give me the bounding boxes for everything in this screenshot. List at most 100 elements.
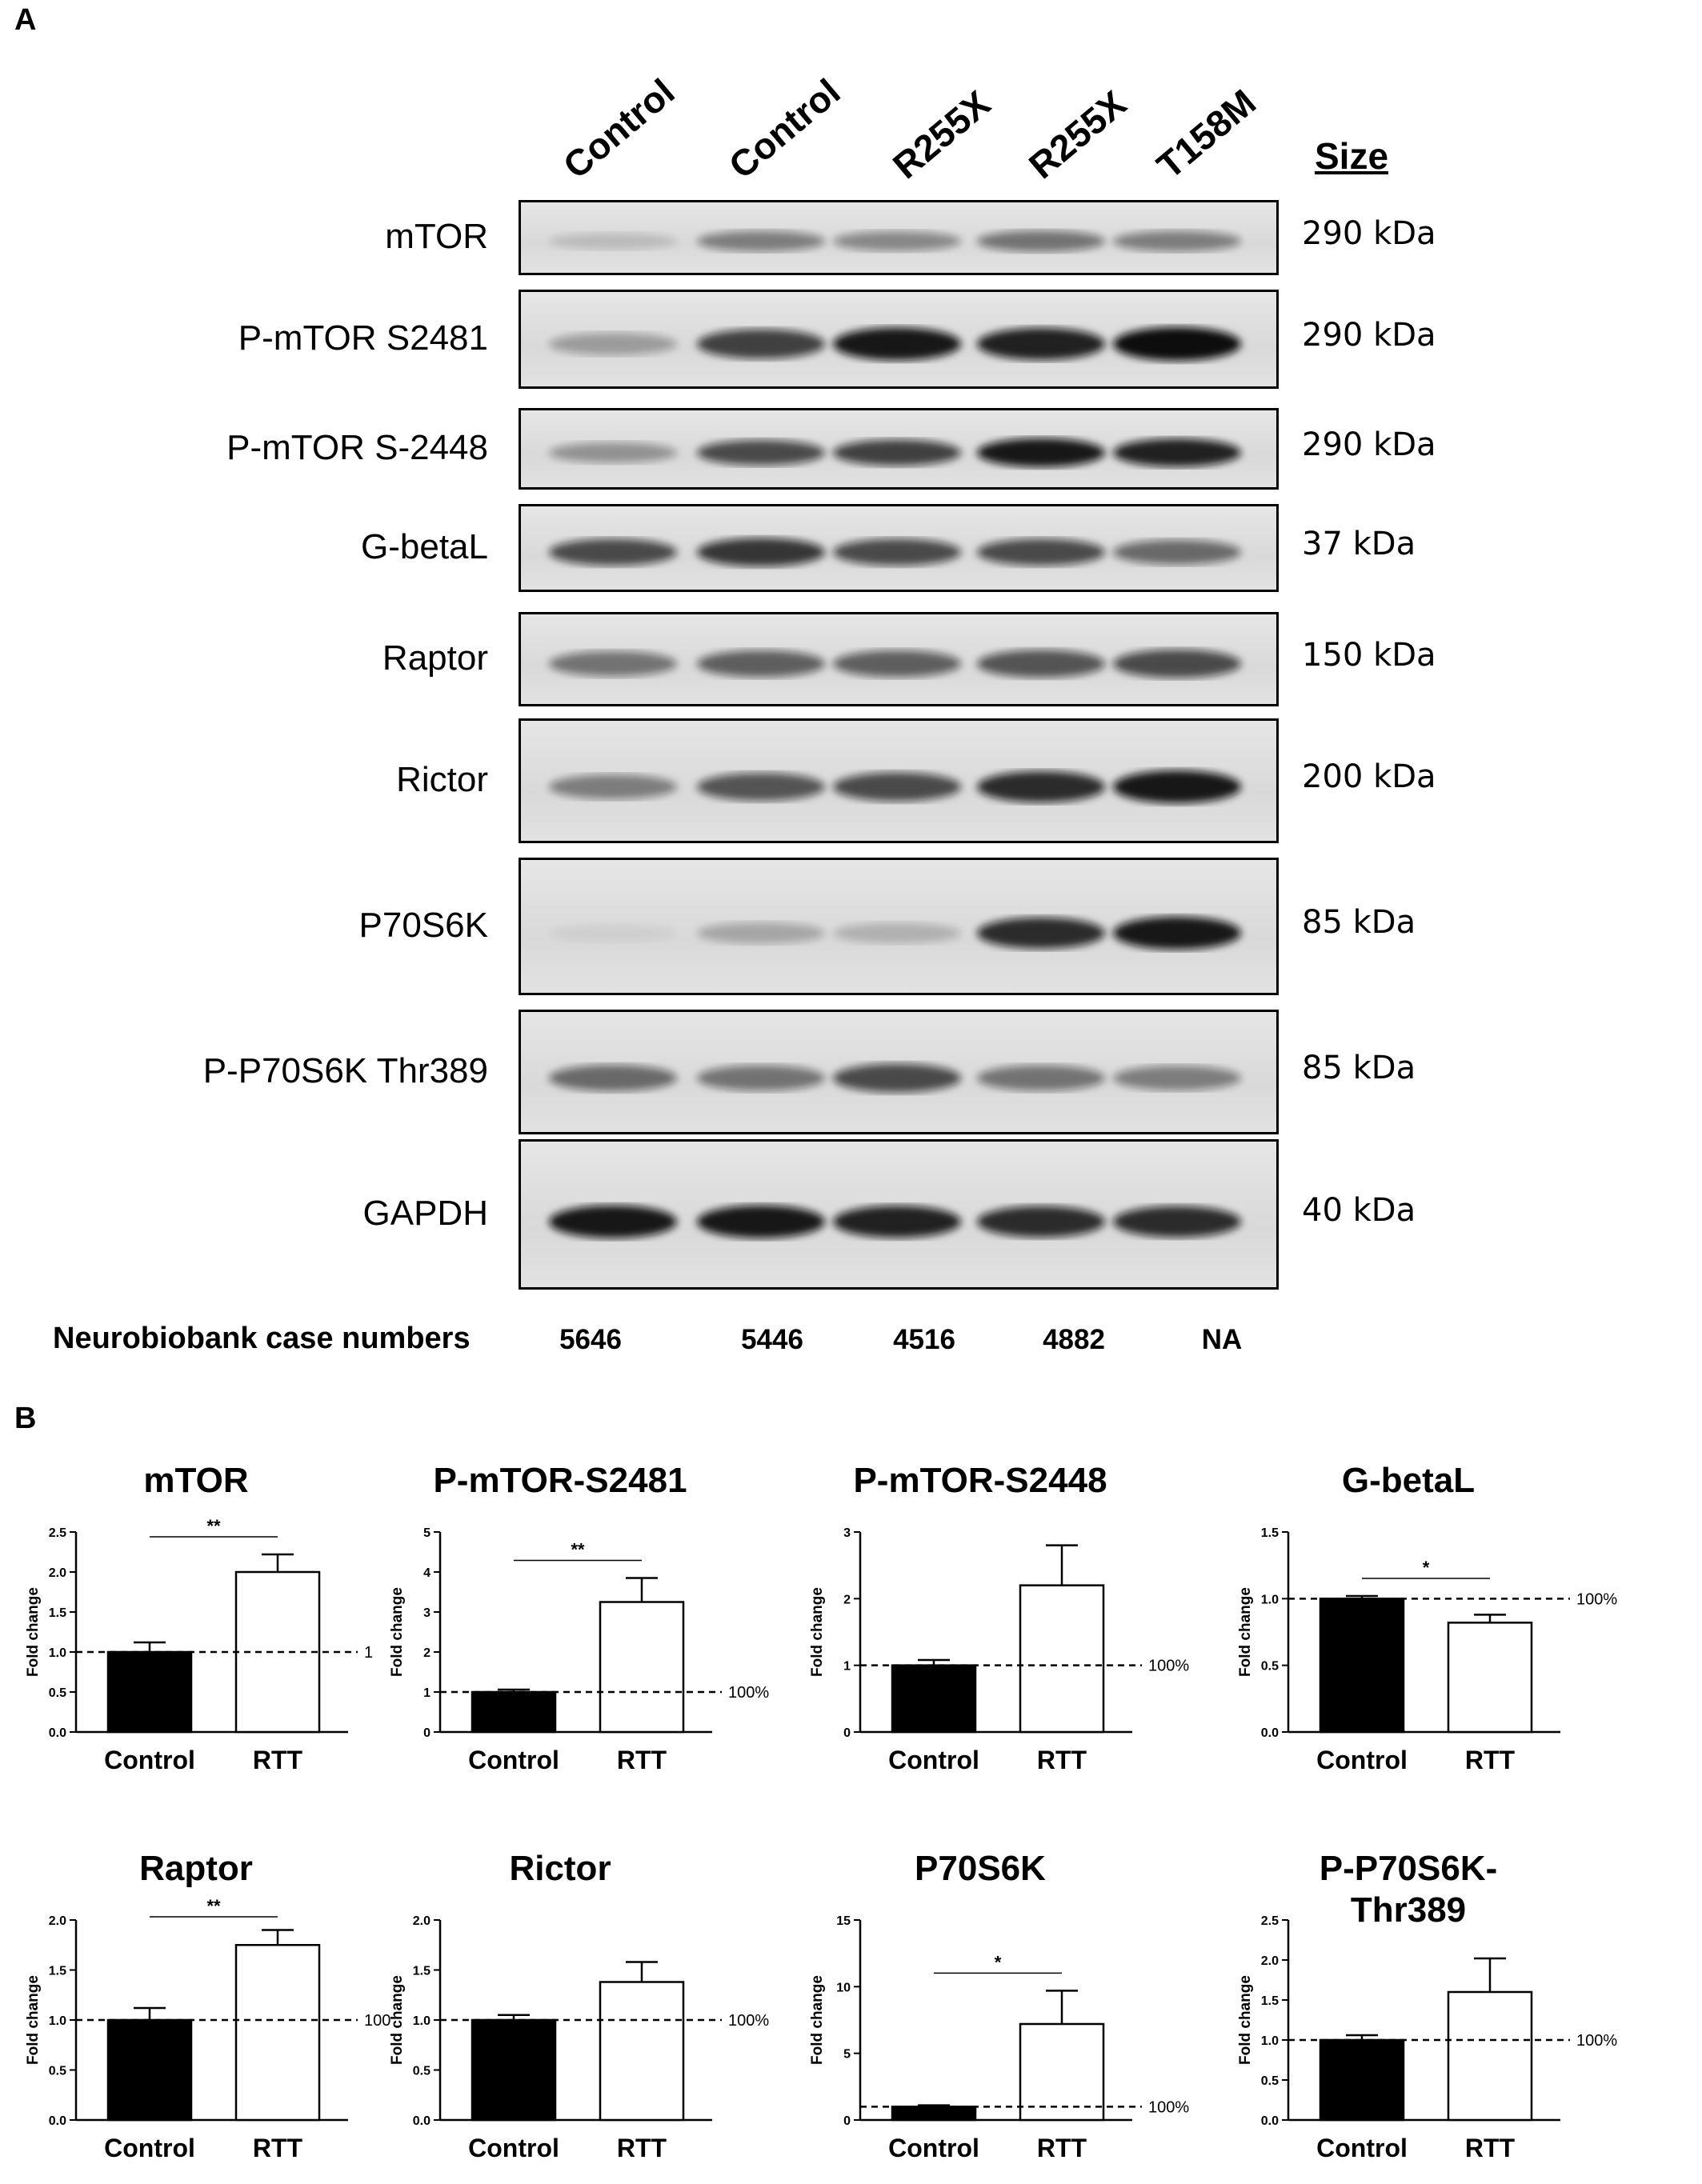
panel-a-letter: A <box>14 3 37 37</box>
x-tick-label: Control <box>104 1746 195 1774</box>
blot-size-label: 290 kDa <box>1302 215 1436 252</box>
blot-band <box>1113 326 1241 361</box>
blot-band <box>833 327 961 361</box>
size-header: Size <box>1315 135 1389 177</box>
y-tick-label: 2 <box>843 1593 851 1606</box>
chart-title: P-mTOR-S2481 <box>433 1461 687 1500</box>
rtt-bar <box>1447 1622 1533 1734</box>
bar-chart: Raptor 0.0 0.5 1.0 1.5 2.0 Fold change Control R… <box>25 1849 390 2162</box>
bar-chart: P-mTOR-S2481 0 1 2 3 4 5 Fold change Control RTT 1… <box>389 1461 769 1774</box>
blot-band <box>549 923 677 942</box>
blot-size-label: 290 kDa <box>1302 317 1436 354</box>
blot-label: P-mTOR S-2448 <box>226 428 488 467</box>
rtt-bar <box>1019 1584 1105 1734</box>
blot-band <box>833 538 961 566</box>
x-tick-label: Control <box>468 2134 559 2162</box>
y-tick-label: 0 <box>423 1726 431 1740</box>
x-tick-label: Control <box>1316 2134 1408 2162</box>
blot-band <box>549 538 677 566</box>
control-bar <box>471 2018 557 2122</box>
y-tick-label: 1.5 <box>413 1965 431 1978</box>
y-tick-label: 1.5 <box>1261 1526 1279 1540</box>
blot-band <box>549 1205 677 1238</box>
lane-label: T158M <box>1148 81 1264 187</box>
blot-band <box>833 230 961 251</box>
y-tick-label: 10 <box>836 1981 851 1994</box>
blot-image <box>519 504 1279 592</box>
blot-band <box>1113 770 1241 803</box>
blot-size-label: 150 kDa <box>1302 637 1436 674</box>
y-tick-label: 1.0 <box>1261 2034 1279 2048</box>
chart-title: Rictor <box>509 1849 611 1888</box>
control-bar <box>106 1650 193 1734</box>
y-axis-label: Fold change <box>809 1975 826 2065</box>
y-tick-label: 0.5 <box>49 1686 66 1700</box>
blot-band <box>977 230 1105 252</box>
blot-band <box>549 442 677 463</box>
y-tick-label: 2.0 <box>49 1566 66 1580</box>
blot-image <box>519 718 1279 843</box>
y-axis-label: Fold change <box>809 1587 826 1677</box>
x-tick-label: Control <box>1316 1746 1408 1774</box>
blot-band <box>977 538 1105 566</box>
control-bar <box>1319 2038 1405 2122</box>
blot-band <box>697 329 825 359</box>
reference-label: 100% <box>1148 1658 1189 1675</box>
y-tick-label: 0.5 <box>49 2065 66 2078</box>
blot-band <box>697 439 825 466</box>
blot-band <box>833 439 961 466</box>
reference-label: 100% <box>728 1684 769 1702</box>
y-tick-label: 5 <box>843 2048 851 2062</box>
blot-band <box>833 650 961 678</box>
y-tick-label: 0.0 <box>49 2114 66 2128</box>
blot-band <box>1113 539 1241 565</box>
reference-label: 1 <box>364 1644 373 1662</box>
blot-band <box>549 1065 677 1091</box>
case-number: 5646 <box>559 1324 622 1355</box>
lane-label: R255X <box>884 82 999 187</box>
y-axis-label: Fold change <box>389 1587 406 1677</box>
chart-title: P-mTOR-S2448 <box>853 1461 1107 1500</box>
y-axis-label: Fold change <box>25 1587 42 1677</box>
blot-band <box>1113 916 1241 950</box>
blot-band <box>833 922 961 944</box>
y-tick-label: 3 <box>843 1526 851 1540</box>
y-tick-label: 2.0 <box>1261 1954 1279 1968</box>
bar-chart: G-betaL 0.0 0.5 1.0 1.5 Fold change Control RTT… <box>1237 1461 1617 1774</box>
blot-label: P-P70S6K Thr389 <box>202 1051 488 1090</box>
x-tick-label: RTT <box>1037 1746 1087 1774</box>
significance-marker: ** <box>206 1896 221 1916</box>
case-number: 4516 <box>893 1324 955 1355</box>
lane-label: Control <box>555 70 683 187</box>
lane-label: Control <box>720 70 848 187</box>
blot-band <box>1113 1206 1241 1238</box>
reference-label: 100% <box>1148 2098 1189 2116</box>
y-tick-label: 15 <box>836 1914 851 1928</box>
significance-marker: ** <box>571 1540 585 1560</box>
y-tick-label: 1.0 <box>49 1646 66 1660</box>
y-tick-label: 2.0 <box>49 1914 66 1928</box>
x-tick-label: RTT <box>617 1746 667 1774</box>
blot-band <box>697 1205 825 1238</box>
y-tick-label: 4 <box>423 1566 431 1580</box>
rtt-bar <box>599 1601 685 1734</box>
blot-size-label: 85 kDa <box>1302 1050 1416 1086</box>
y-axis-label: Fold change <box>389 1975 406 2065</box>
panel-b-letter: B <box>14 1402 37 1435</box>
blot-image <box>519 1010 1279 1134</box>
blot-band <box>549 232 677 250</box>
reference-label: 100% <box>1576 1590 1617 1608</box>
y-tick-label: 1.5 <box>1261 1994 1279 2008</box>
reference-label: 100% <box>1576 2032 1617 2050</box>
blot-label: Raptor <box>382 638 488 678</box>
y-tick-label: 2.5 <box>49 1526 66 1540</box>
blot-band <box>697 650 825 678</box>
blot-band <box>1113 230 1241 252</box>
y-tick-label: 0.5 <box>1261 1660 1279 1674</box>
y-tick-label: 0.0 <box>413 2114 431 2128</box>
y-tick-label: 2 <box>423 1646 431 1660</box>
bar-chart: P70S6K 0 5 10 15 Fold change Control RTT 100% * <box>809 1849 1189 2162</box>
blot-size-label: 200 kDa <box>1302 758 1436 795</box>
blot-band <box>549 333 677 355</box>
blot-image <box>519 1139 1279 1290</box>
